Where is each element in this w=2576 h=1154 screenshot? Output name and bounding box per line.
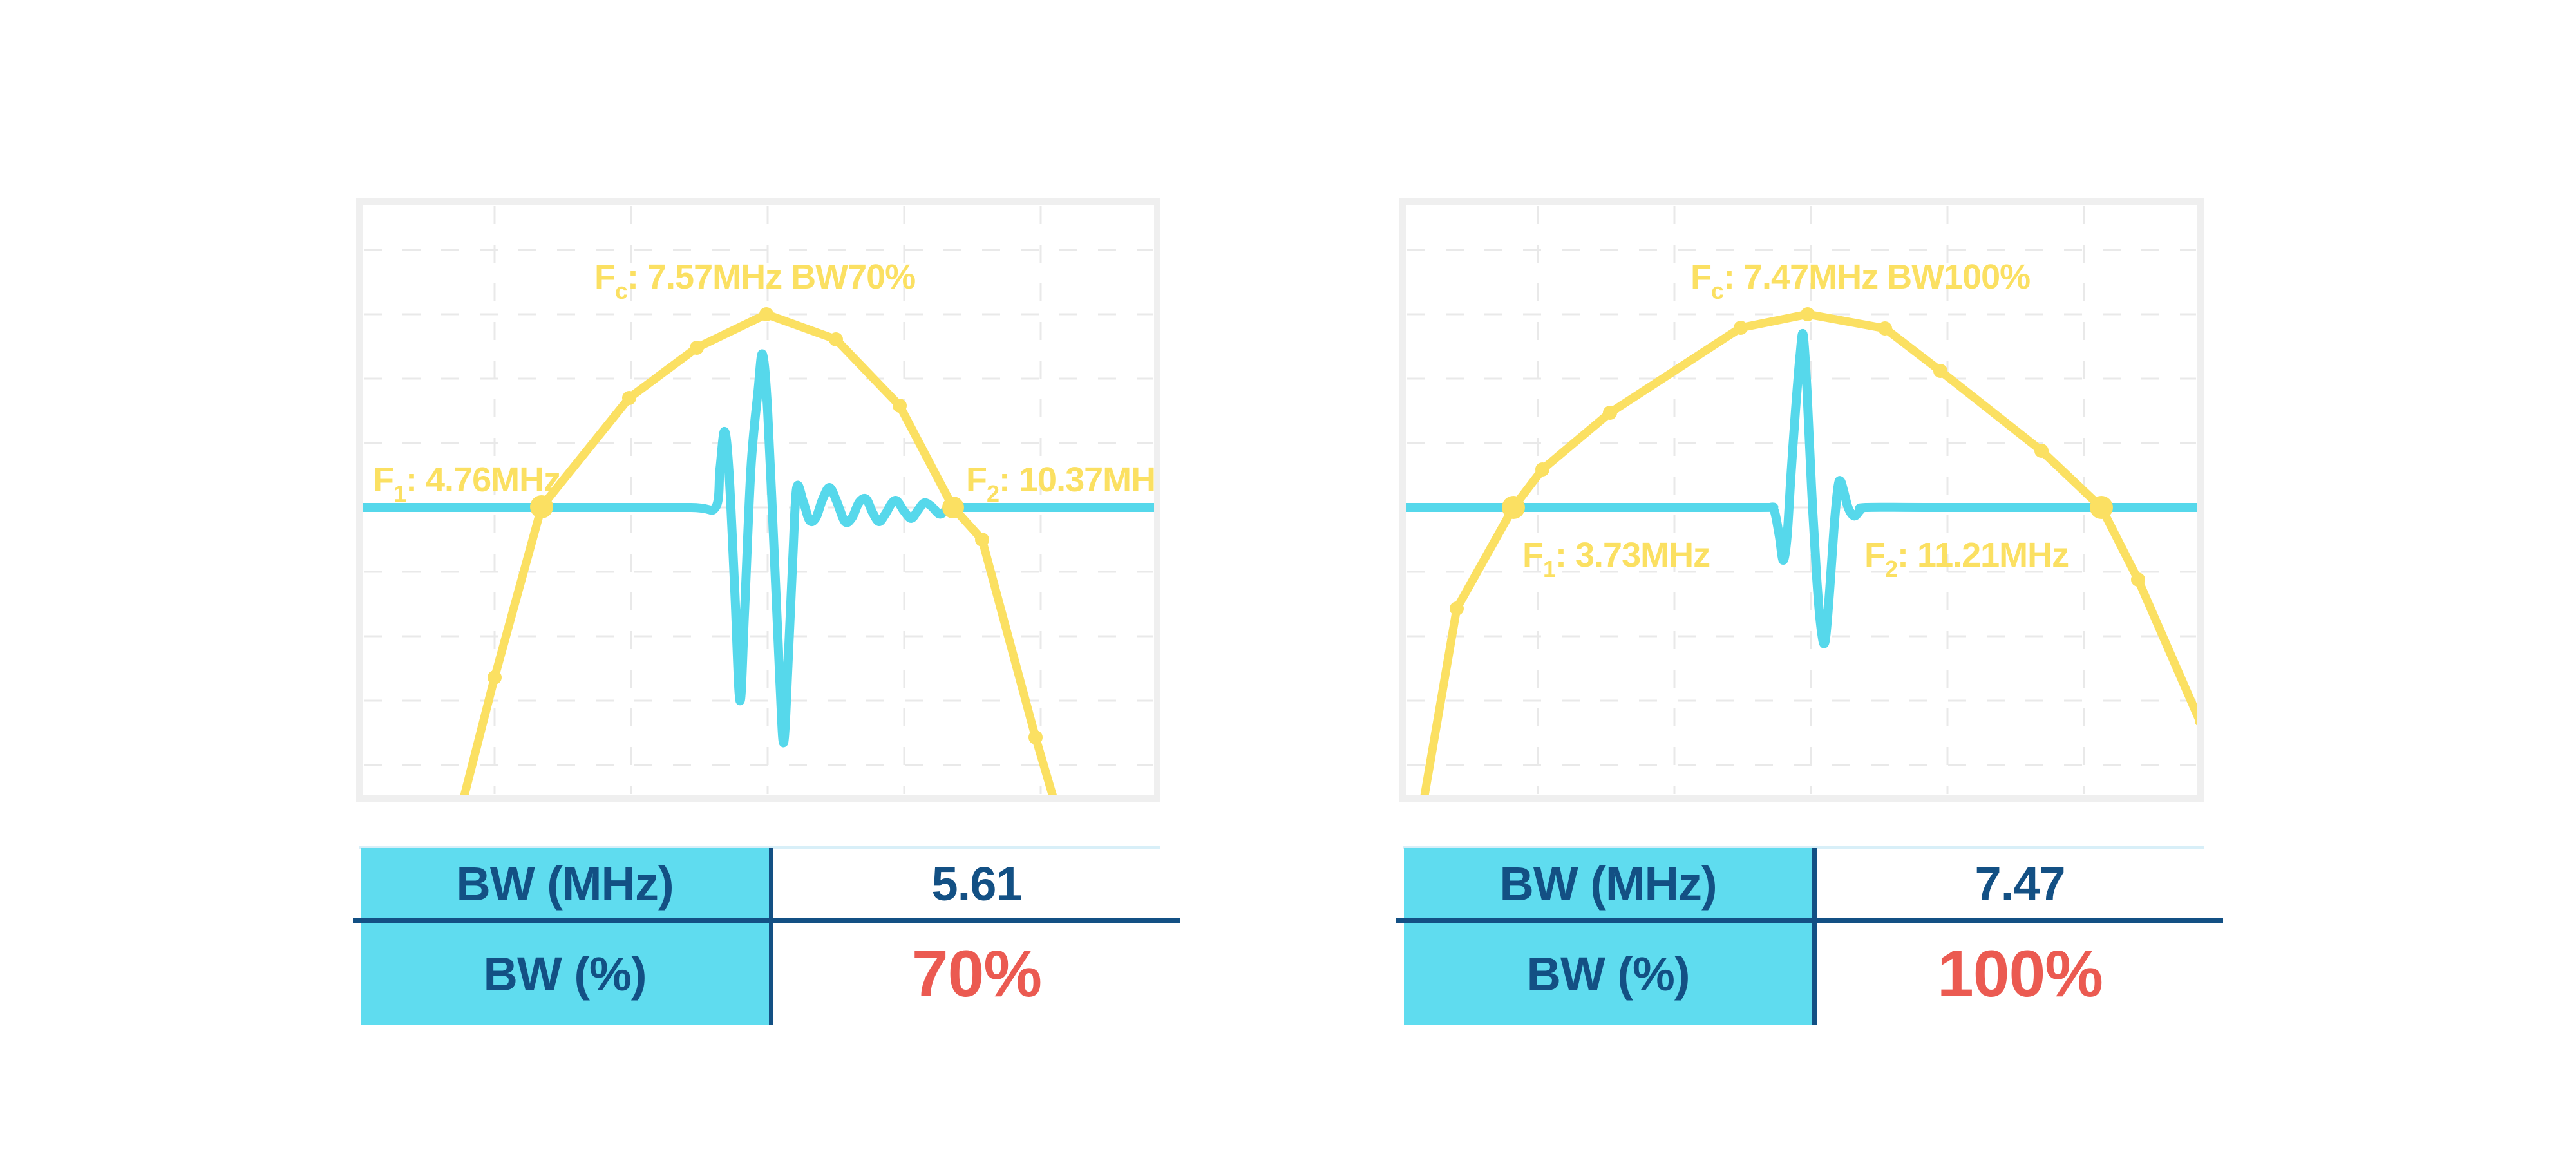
chart-border xyxy=(1399,198,2204,802)
data-point-marker xyxy=(759,307,773,321)
f1-label: F1: 4.76MHz xyxy=(373,460,560,507)
pulse-line xyxy=(356,349,1160,748)
bw-mhz-value: 7.47 xyxy=(1975,856,2065,911)
spectrum-chart-bw100: Fc: 7.47MHz BW100% F1: 3.73MHz F2: 11.21MH… xyxy=(1399,198,2204,802)
data-point-marker xyxy=(893,399,907,413)
data-point-marker xyxy=(1450,601,1464,616)
spectrum-line xyxy=(458,310,1059,802)
plot-border xyxy=(356,198,1160,802)
table-row-divider xyxy=(1396,918,2223,923)
data-point-marker xyxy=(1603,406,1617,420)
table-top-line xyxy=(1403,846,2204,849)
f2-label: F2: 10.37MHz xyxy=(966,460,1160,507)
pulse-waveform xyxy=(356,349,1160,748)
data-point-marker xyxy=(1535,462,1549,477)
data-point-marker xyxy=(1734,321,1748,335)
chart-labels: Fc: 7.47MHz BW100% F1: 3.73MHz F2: 11.21MH… xyxy=(1522,258,2069,582)
bw-pct-value: 70% xyxy=(911,936,1042,1010)
fc-bw-label: Fc: 7.57MHz BW70% xyxy=(594,258,915,304)
data-point-marker xyxy=(1878,321,1892,336)
f2-label: F2: 11.21MHz xyxy=(1864,536,2069,582)
bw-pct-label: BW (%) xyxy=(1526,947,1690,1001)
data-point-marker xyxy=(2131,572,2145,587)
bw-mhz-label: BW (MHz) xyxy=(456,856,674,911)
spectrum-chart-bw70: Fc: 7.57MHz BW70% F1: 4.76MHz F2: 10.37MHz xyxy=(356,198,1160,802)
fc-bw-label: Fc: 7.47MHz BW100% xyxy=(1690,258,2030,304)
chart-border xyxy=(356,198,1160,802)
spectrum-curve xyxy=(458,310,1059,802)
marker-layer xyxy=(1450,307,2204,726)
bw-mhz-value: 5.61 xyxy=(931,856,1022,911)
data-point-marker xyxy=(690,341,704,355)
data-point-marker xyxy=(2034,444,2049,458)
chart-labels: Fc: 7.57MHz BW70% F1: 4.76MHz F2: 10.37MHz xyxy=(373,258,1160,507)
bw-mhz-label: BW (MHz) xyxy=(1499,856,1717,911)
data-point-marker xyxy=(942,497,964,518)
table-row-divider xyxy=(353,918,1180,923)
f1-label: F1: 3.73MHz xyxy=(1522,536,1710,582)
data-point-marker xyxy=(975,533,989,547)
table-vertical-divider xyxy=(1812,848,1817,1025)
pulse-waveform xyxy=(1399,328,2204,648)
data-point-marker xyxy=(622,391,636,405)
data-point-marker xyxy=(1028,730,1043,744)
data-point-marker xyxy=(2090,496,2113,519)
data-point-marker xyxy=(488,670,502,685)
table-top-line xyxy=(359,846,1160,849)
data-point-marker xyxy=(829,332,843,346)
data-point-marker xyxy=(1933,364,1947,378)
marker-layer xyxy=(488,307,1043,744)
bw-pct-label: BW (%) xyxy=(483,947,647,1001)
data-point-marker xyxy=(1502,496,1525,519)
plot-border xyxy=(1399,198,2204,802)
data-point-marker xyxy=(530,495,553,518)
table-header-cell-bg xyxy=(361,848,769,1025)
table-header-cell-bg xyxy=(1404,848,1812,1025)
pulse-line xyxy=(1399,328,2204,648)
table-vertical-divider xyxy=(769,848,773,1025)
data-point-marker xyxy=(1801,307,1815,321)
bw-pct-value: 100% xyxy=(1937,936,2103,1010)
